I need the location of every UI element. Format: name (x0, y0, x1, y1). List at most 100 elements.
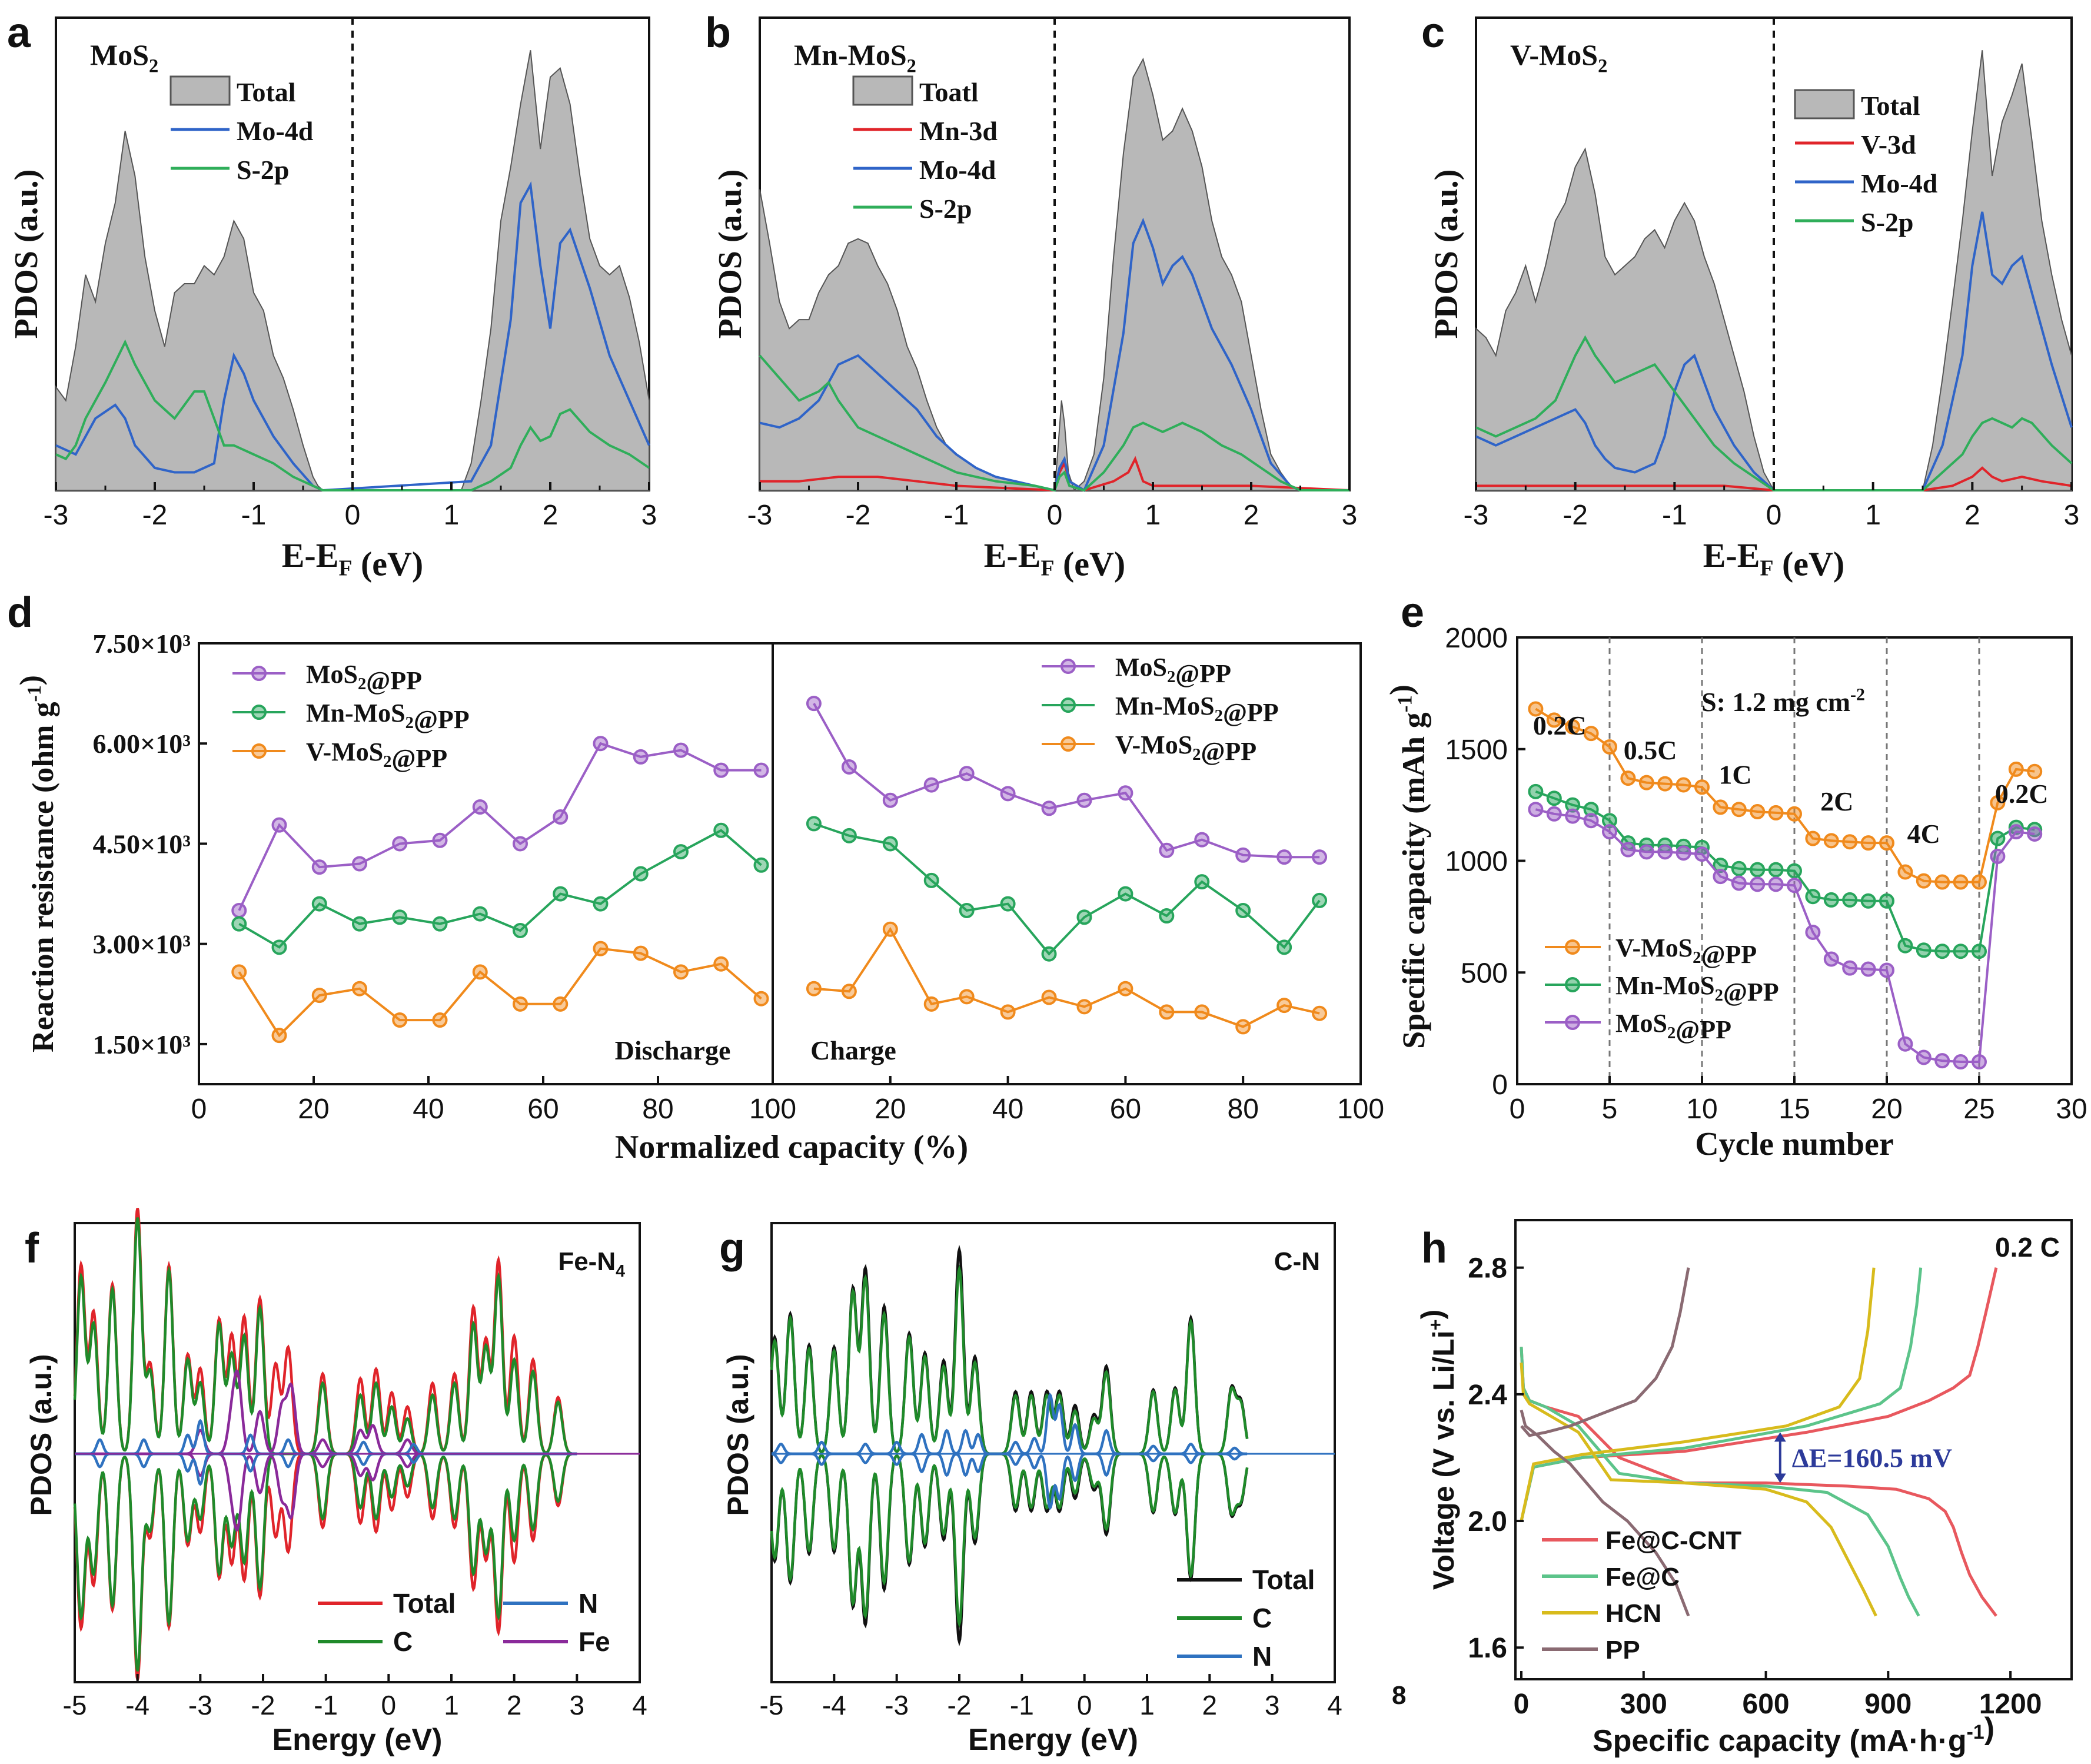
data-point (1934, 874, 1950, 890)
panel-c: -3 -2 -1 0 1 2 3 E-EF (eV) PDOS (a.u.) c V-MoS2 Tot… (1421, 9, 2079, 583)
y-axis-label: PDOS (a.u.) (712, 170, 749, 339)
x-tick-label: 3 (570, 1690, 585, 1720)
y-tick-label: 6.00×10³ (92, 729, 191, 759)
data-point (1583, 813, 1599, 829)
data-point (1546, 790, 1562, 806)
data-point (1972, 874, 1987, 890)
rate-label: 1C (1718, 760, 1751, 790)
data-point (472, 906, 488, 922)
data-point (513, 922, 528, 938)
data-point (753, 762, 769, 778)
data-point (1276, 939, 1292, 955)
y-tick-label: 3.00×10³ (92, 929, 191, 959)
data-point (1768, 862, 1784, 878)
x-tick-label: 1200 (1979, 1689, 2042, 1720)
data-point (1583, 726, 1599, 742)
delta-e-label: ΔE=160.5 mV (1792, 1443, 1952, 1473)
series-line (1535, 707, 2035, 883)
x-tick-label: 1 (1865, 500, 1881, 531)
legend-label: Fe@C (1605, 1563, 1680, 1592)
data-point (1676, 845, 1691, 861)
data-point (1528, 701, 1544, 717)
data-point (1750, 804, 1766, 820)
plot-frame (1514, 1219, 2073, 1680)
x-tick-label: 2 (543, 500, 559, 531)
data-point (1953, 1054, 1969, 1070)
figure-number-label: 8 (1392, 1681, 1406, 1710)
data-point (2008, 761, 2024, 777)
data-point (1879, 962, 1894, 978)
x-tick-label: -1 (944, 500, 969, 531)
x-axis-label: Energy (eV) (968, 1723, 1138, 1757)
data-point (593, 896, 609, 912)
x-tick-label: 0 (1510, 1094, 1525, 1125)
arrow-head-up (1774, 1432, 1786, 1442)
data-point (1805, 924, 1821, 940)
series-discharge (1520, 1362, 1877, 1617)
series-line-mo-4d (1475, 211, 2073, 491)
data-point (1916, 873, 1932, 889)
panel-title: V-MoS2 (1510, 38, 1607, 77)
legend-marker (1061, 736, 1076, 752)
legend-label: S-2p (919, 194, 972, 224)
data-point (1972, 944, 1987, 959)
legend-label: MoS2@PP (1115, 653, 1231, 688)
data-point (1823, 951, 1839, 967)
rate-label: 0.2C (1995, 779, 2049, 809)
data-point (1118, 886, 1133, 902)
x-tick-label: 15 (1778, 1094, 1810, 1125)
data-point (1657, 776, 1673, 792)
legend-label: N (579, 1588, 598, 1619)
data-point (1897, 1036, 1913, 1052)
series-up-c (73, 1217, 577, 1456)
panel-g: -5 -4 -3 -2 -1 0 1 2 3 4 Energy (eV) PDOS (a.u.) g C-… (719, 1222, 1342, 1757)
data-point (841, 759, 857, 775)
x-tick-label: -1 (1662, 500, 1687, 531)
x-tick-label: 2 (507, 1690, 522, 1720)
data-point (1546, 712, 1562, 728)
data-point (1750, 876, 1766, 892)
x-tick-label: 80 (1228, 1094, 1259, 1125)
x-tick-label: 3 (641, 500, 657, 531)
data-point (633, 945, 649, 961)
data-point (1916, 942, 1932, 958)
data-point (1787, 806, 1802, 822)
data-point (352, 856, 367, 872)
data-point (1657, 844, 1673, 860)
data-point (713, 956, 729, 972)
legend-marker (1565, 939, 1580, 955)
data-point (673, 964, 689, 980)
data-point (432, 832, 448, 848)
legend-label: HCN (1605, 1599, 1661, 1628)
data-point (841, 984, 857, 999)
data-point (1713, 799, 1728, 815)
data-point (311, 896, 327, 912)
data-point (472, 964, 488, 980)
x-tick-label: -3 (885, 1690, 909, 1720)
y-axis-label: Voltage (V vs. Li/Li+) (1415, 1310, 1460, 1590)
panel-h: 0 300 600 900 1200 1.6 2.0 2.4 2.8 ΔE=160.5 mV 0.2… (1415, 1219, 2073, 1758)
data-point (959, 902, 975, 918)
x-tick-label: -4 (822, 1690, 846, 1720)
y-axis-label: PDOS (a.u.) (1428, 170, 1465, 339)
data-point (271, 817, 287, 833)
legend-label: Fe@C-CNT (1605, 1526, 1741, 1555)
legend-label: Mn-MoS2@PP (1115, 692, 1279, 727)
series-line-v-3d (1476, 466, 2072, 491)
x-tick-label: 2 (1244, 500, 1259, 531)
x-tick-label: 40 (413, 1094, 444, 1125)
data-point (1860, 961, 1876, 977)
y-tick-label: 2.8 (1468, 1253, 1507, 1284)
data-point (513, 996, 528, 1012)
data-point (2027, 763, 2043, 779)
panel-b: -3 -2 -1 0 1 2 3 E-EF (eV) PDOS (a.u.) b Mn-MoS2To… (705, 9, 1357, 583)
data-point (713, 822, 729, 838)
legend-label: Mn-3d (919, 116, 998, 146)
data-point (673, 742, 689, 758)
data-point (1842, 834, 1858, 850)
legend-marker (1565, 977, 1580, 992)
x-tick-label: 0 (1077, 1690, 1092, 1720)
data-point (1823, 833, 1839, 849)
x-tick-label: 900 (1864, 1689, 1912, 1720)
panel-f: -5 -4 -3 -2 -1 0 1 2 3 4 Energy (eV) PDOS (a.u.) f Fe… (25, 1208, 647, 1757)
